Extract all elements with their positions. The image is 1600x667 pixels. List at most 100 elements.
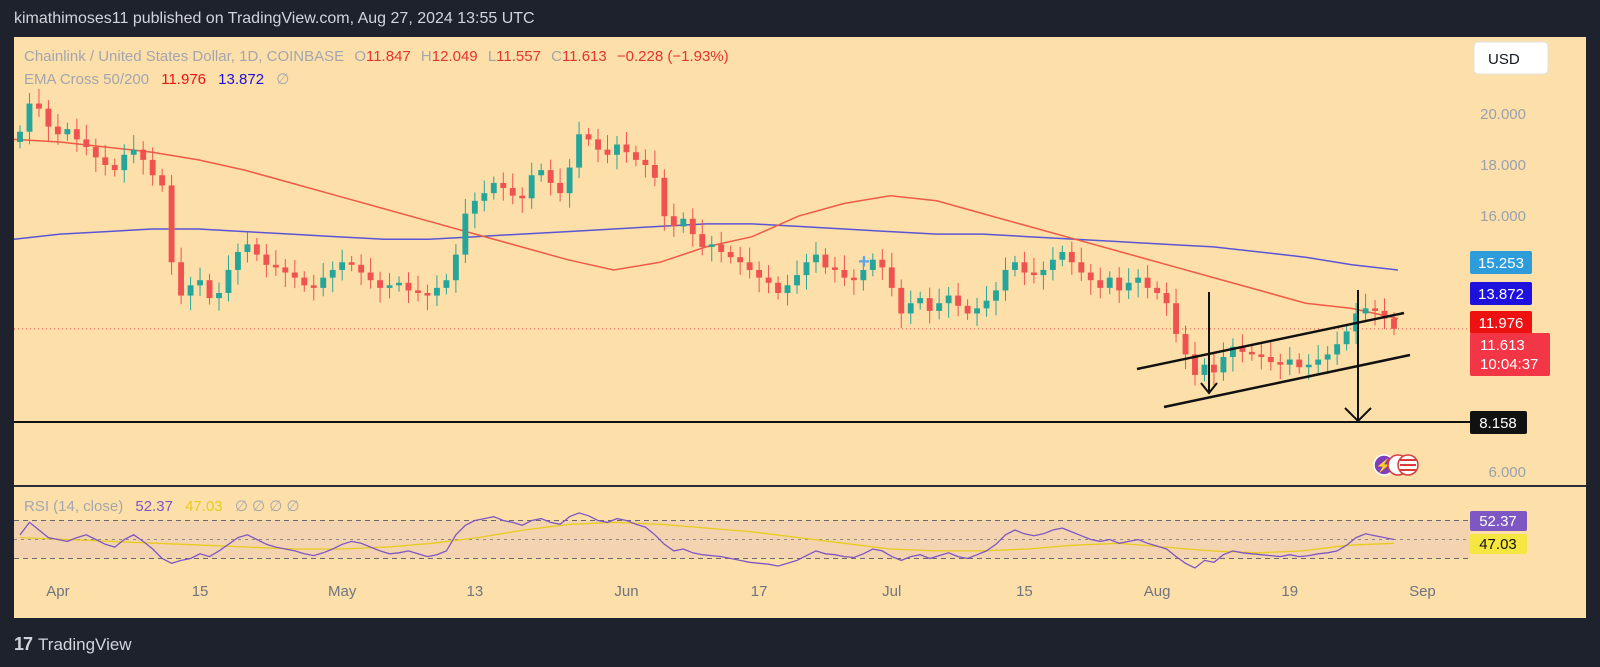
currency-button[interactable]: USD [1473,41,1549,75]
candle [614,144,620,155]
candle [1125,282,1132,291]
candle [680,218,687,227]
candle [974,308,980,314]
tradingview-wordmark: TradingView [38,634,132,654]
candle [917,298,924,304]
rsi-line [19,512,1395,569]
price-tick-label: 18.000 [1480,157,1526,174]
candle [1372,308,1378,311]
price-tick-label: 20.000 [1480,106,1526,123]
rsi-extra: ∅ ∅ ∅ ∅ [235,498,300,515]
channel-lower-line[interactable] [1163,353,1411,409]
candle [955,295,962,306]
candle [926,298,933,311]
candle [803,262,810,276]
high-label: H [421,48,432,65]
candle [1324,354,1331,360]
candle [149,159,156,176]
svg-text:RSI (14, close) 52.37: RSI (14, close) 52.37 47.03 ∅ ∅ ∅ ∅ [24,498,300,515]
candle [1267,357,1274,363]
time-tick-label: Sep [1409,583,1436,600]
time-tick-label: 13 [466,583,483,600]
rsi-indicator-name[interactable]: RSI (14, close) [24,498,123,515]
candle [187,285,194,296]
candle [291,272,298,278]
candle [576,134,583,168]
time-tick-label: Apr [46,583,69,600]
candle [983,300,990,309]
candle [1163,293,1170,304]
candle [775,282,782,293]
candle [339,262,346,270]
flag-stripe [1400,459,1416,461]
candle [538,170,545,176]
candle [519,195,526,199]
low-value: 11.557 [496,48,541,65]
candle [1362,308,1369,314]
publisher-line: kimathimoses11 published on TradingView.… [14,10,535,27]
candle [83,139,90,148]
candle [623,144,630,153]
candle [17,131,23,142]
candle [225,269,232,293]
candle [993,290,999,301]
candle [1012,262,1018,270]
rsi-value-tag [1470,511,1527,531]
candle [386,285,393,288]
candle [557,182,564,194]
channel-upper-line[interactable] [1136,311,1405,371]
ema50-value: 11.976 [161,71,206,88]
candle [26,103,33,132]
symbol-title[interactable]: Chainlink / United States Dollar, 1D, CO… [24,48,344,65]
tradingview-logo[interactable]: 17 TradingView [14,634,132,655]
candle [1040,269,1047,276]
candle [860,269,867,281]
change-value: −0.228 (−1.93%) [617,48,729,65]
candle [547,170,554,183]
candle [253,244,260,255]
time-axis[interactable]: Apr 15 May 13 Jun 17 Jul 15 Aug 19 Sep [46,583,1436,600]
currency-button-label[interactable]: USD [1488,51,1520,68]
ema-indicator-name[interactable]: EMA Cross 50/200 [24,71,149,88]
time-axis-background [14,590,1586,618]
event-icons[interactable]: ⚡ [1373,454,1419,476]
candle [1097,280,1104,288]
candle [1116,277,1123,291]
candle [1296,359,1303,368]
candle [566,167,573,194]
candle [509,188,516,196]
candlestick-series [17,88,1397,386]
candle [907,303,914,314]
candle [822,254,829,268]
candle [1277,362,1284,365]
time-tick-label: Aug [1144,583,1171,600]
open-value: 11.847 [366,48,411,65]
candle [1059,252,1066,260]
last-price-text: 11.613 [1480,337,1525,354]
ema-extra: ∅ [276,71,289,88]
candle [765,277,772,283]
candle [850,277,857,281]
candle [604,149,611,155]
candle [841,269,848,278]
candle [54,126,61,135]
candle [1030,272,1037,276]
candle [197,280,203,286]
candle [964,305,971,314]
candle [794,275,800,286]
drawings: + [14,251,1470,423]
main-legend[interactable]: Chainlink / United States Dollar, 1D, CO… [24,48,729,515]
candle [699,234,706,247]
candle [1154,287,1161,293]
rsi-ma-tag [1470,534,1527,554]
cross-price-text: 15.253 [1478,255,1524,272]
pane-divider[interactable] [14,485,1586,487]
ema200-line [13,223,1399,271]
ema50-price-tag [1470,311,1532,334]
currency-button-bg[interactable] [1473,41,1549,75]
candle [784,285,791,293]
candle [358,264,365,273]
candle [1229,346,1236,357]
